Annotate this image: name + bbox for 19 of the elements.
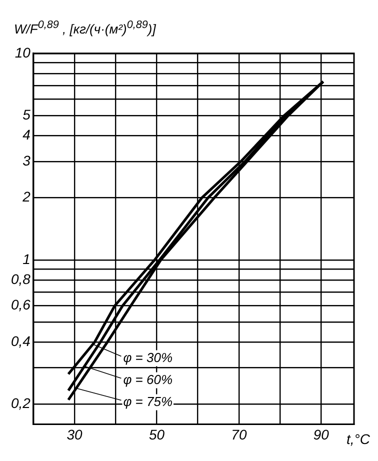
y-tick-label: 4 — [22, 126, 31, 142]
y-tick-label: 2 — [22, 188, 31, 205]
y-tick-label: 0,8 — [10, 270, 31, 287]
x-tick-label: 30 — [66, 426, 83, 442]
legend-label: φ = 75% — [123, 394, 173, 409]
y-tick-label: 0,4 — [10, 332, 31, 349]
y-tick-label: 5 — [22, 106, 31, 122]
legend-label: φ = 30% — [123, 350, 173, 365]
x-tick-label: 70 — [231, 426, 247, 442]
y-tick-label: 3 — [22, 152, 31, 168]
legend-label: φ = 60% — [123, 372, 173, 387]
x-tick-label: 90 — [313, 426, 330, 442]
y-tick-label: 0,6 — [10, 296, 31, 313]
y-tick-label: 10 — [14, 44, 31, 60]
x-tick-label: 50 — [148, 426, 165, 442]
y-tick-label: 0,2 — [10, 395, 31, 412]
y-axis-title: W/F$^{0,89}$ , [кг/(ч·(м²)$^{0,89}$)] — [14, 18, 157, 38]
y-tick-label: 1 — [22, 250, 30, 267]
x-axis-title: t,°C — [346, 431, 371, 448]
